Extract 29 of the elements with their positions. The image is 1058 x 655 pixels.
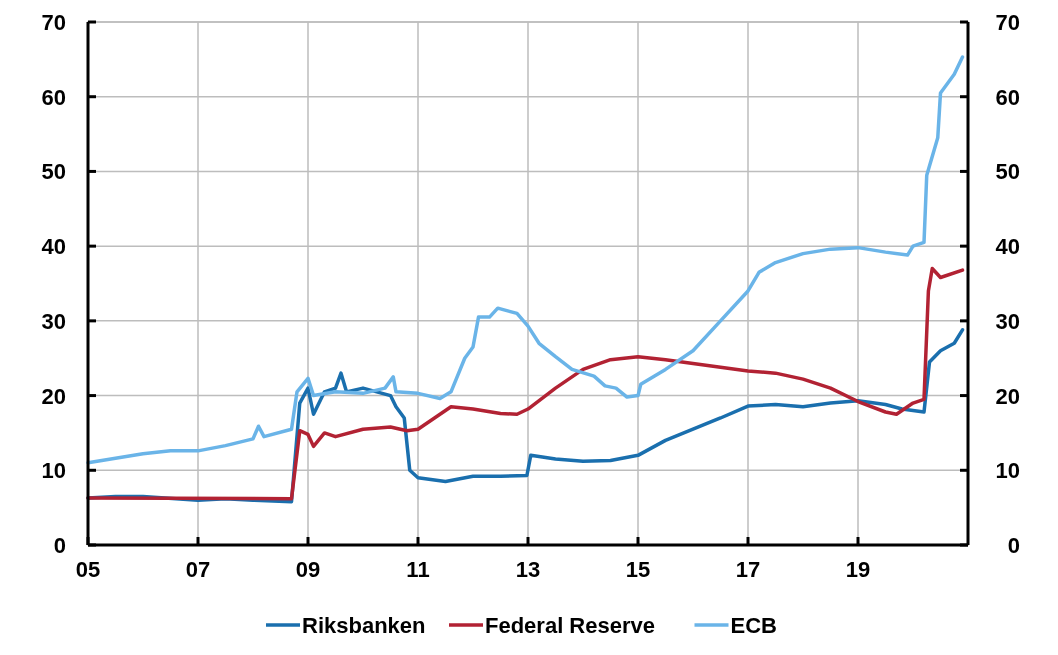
legend-label: Riksbanken [302,613,426,638]
line-series [86,266,965,501]
y2-tick-label: 20 [995,383,1020,409]
y2-tick-label: 0 [1007,533,1020,558]
line-series [86,55,965,465]
y-tick-label: 10 [41,458,66,484]
y2-tick-label: 70 [995,10,1020,35]
legend-label: ECB [730,613,777,638]
y2-tick-label: 10 [995,458,1020,484]
y2-tick-label: 60 [995,84,1020,110]
y-tick-label: 20 [41,383,66,409]
y2-tick-label: 30 [995,308,1020,334]
x-tick-label: 17 [735,557,761,582]
y-tick-label: 0 [53,533,66,558]
y2-tick-label: 40 [995,234,1020,260]
x-tick-label: 11 [406,557,430,582]
y-tick-label: 30 [41,308,66,334]
y-tick-label: 40 [41,234,66,260]
x-tick-label: 19 [845,557,871,582]
x-tick-label: 09 [295,557,321,582]
y-tick-label: 60 [41,84,66,110]
x-tick-label: 15 [625,557,651,582]
legend-label: Federal Reserve [485,613,655,638]
y-tick-label: 70 [41,10,66,35]
y2-tick-label: 50 [995,159,1020,185]
x-tick-label: 13 [515,557,541,582]
x-tick-label: 07 [185,557,211,582]
x-tick-label: 05 [75,557,101,582]
y-tick-label: 50 [41,159,66,185]
